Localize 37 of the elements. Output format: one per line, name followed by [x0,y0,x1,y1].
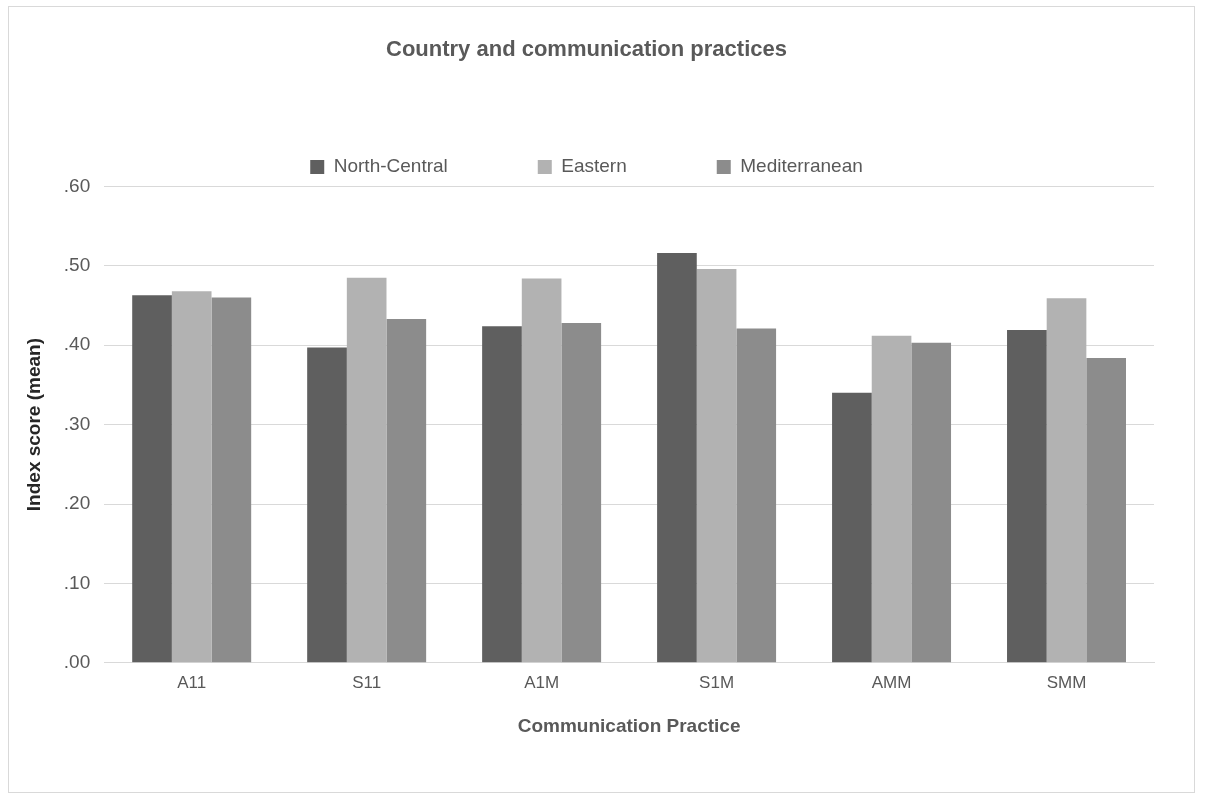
bar [307,347,347,663]
x-tick-label: AMM [871,672,912,692]
bar [171,291,212,663]
y-tick-label: .10 [63,571,91,593]
bar [832,392,872,663]
chart-title: Country and communication practices [386,36,787,62]
bar [346,277,387,663]
bar [696,268,737,663]
y-tick-label: .60 [63,174,91,196]
x-tick-label: A11 [177,672,207,692]
legend-label: Eastern [561,155,627,177]
y-tick-label: .30 [63,412,91,434]
bar [1007,330,1047,663]
bar [482,326,522,663]
bar [521,278,562,663]
legend-label: North-Central [333,155,448,177]
bar [132,295,172,663]
bar [871,335,912,663]
x-tick-label: SMM [1046,672,1087,692]
x-tick-label: A1M [524,672,560,692]
bar [561,322,602,663]
legend-label: Mediterranean [740,155,863,177]
y-tick-label: .40 [63,333,91,355]
y-axis-title: Index score (mean) [22,338,44,512]
y-tick-label: .50 [63,254,91,276]
y-tick-label: .20 [63,492,91,514]
bar [736,328,777,663]
bar [211,297,252,663]
bar [657,253,697,663]
bar [911,342,952,663]
bar [1086,357,1127,663]
y-tick-label: .00 [63,651,91,673]
x-tick-label: S1M [699,672,735,692]
x-tick-label: S11 [352,672,382,692]
bar [1046,298,1087,663]
x-axis-title: Communication Practice [517,714,741,736]
bar [386,319,427,663]
